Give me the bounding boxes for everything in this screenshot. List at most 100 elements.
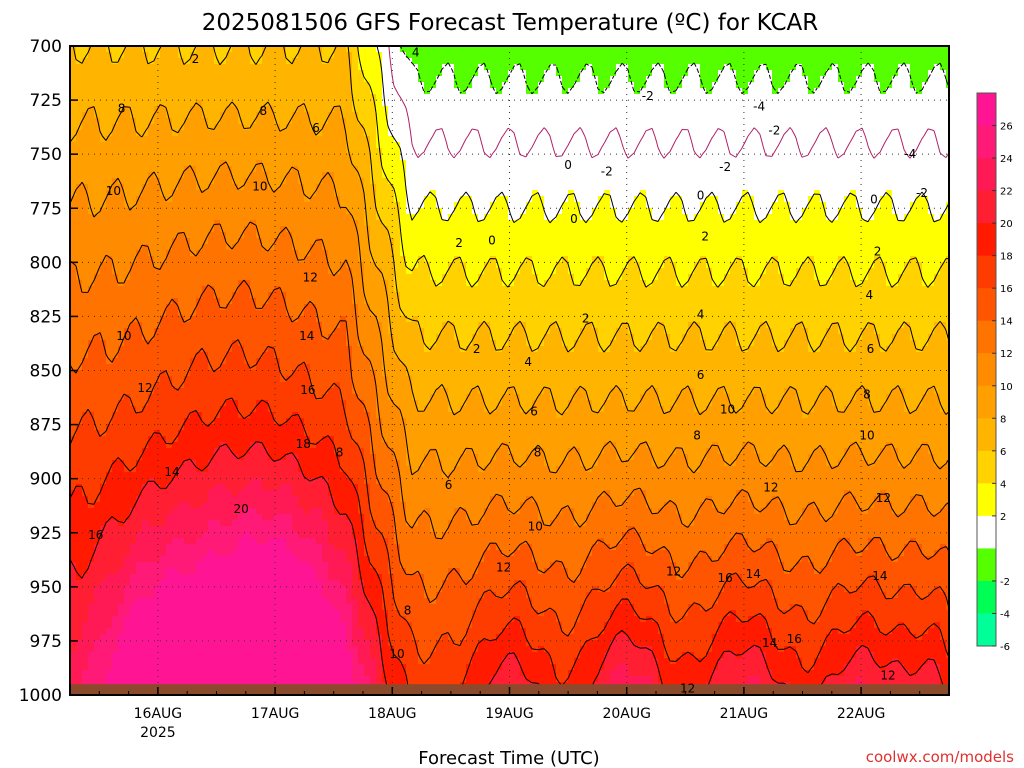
contour-label: 4 xyxy=(865,288,873,302)
contour-label: 8 xyxy=(693,428,701,442)
colorbar-label: 12 xyxy=(1000,349,1013,360)
colorbar-label: -2 xyxy=(1000,577,1010,588)
contour-label: 10 xyxy=(252,180,267,194)
colorbar-label: 6 xyxy=(1000,447,1006,458)
contour-label: 16 xyxy=(300,383,315,397)
y-tick-label: 875 xyxy=(30,416,62,436)
contour-label: 6 xyxy=(312,121,320,135)
y-tick-label: 750 xyxy=(30,145,62,165)
x-axis-title: Forecast Time (UTC) xyxy=(418,748,599,768)
colorbar-swatch xyxy=(977,613,996,647)
contour-label: 2 xyxy=(455,236,463,250)
contour-label: -2 xyxy=(768,123,780,137)
colorbar-swatch xyxy=(977,158,996,192)
colorbar-label: 4 xyxy=(1000,479,1006,490)
contour-line-6 xyxy=(72,46,949,353)
contour-line-16 xyxy=(70,339,949,665)
y-tick-label: 850 xyxy=(30,362,62,382)
contour-label: 0 xyxy=(570,212,578,226)
contour-label: 12 xyxy=(876,491,891,505)
y-tick-label: 1000 xyxy=(19,686,62,706)
chart-title: 2025081506 GFS Forecast Temperature (ºC)… xyxy=(202,10,819,36)
contour-line-8 xyxy=(70,101,949,416)
credit-text: coolwx.com/models xyxy=(866,748,1014,766)
colorbar-swatch xyxy=(977,548,996,582)
x-tick-label: 16AUG xyxy=(134,706,183,722)
contour-label: -4 xyxy=(904,147,916,161)
contour-label: -4 xyxy=(753,100,765,114)
colorbar-label: 8 xyxy=(1000,414,1006,425)
contour-label: 2 xyxy=(473,342,481,356)
colorbar-swatch xyxy=(977,288,996,322)
y-tick-label: 975 xyxy=(30,632,62,652)
contour-label: 6 xyxy=(445,478,453,492)
colorbar-swatch xyxy=(977,450,996,484)
contour-label: 10 xyxy=(106,184,121,198)
y-tick-label: 825 xyxy=(30,307,62,327)
y-tick-label: 925 xyxy=(30,524,62,544)
grid-lines xyxy=(70,46,949,695)
contour-label: 8 xyxy=(863,387,871,401)
colorbar-label: 22 xyxy=(1000,187,1013,198)
colorbar-swatch xyxy=(977,515,996,549)
colorbar-label: 2 xyxy=(1000,512,1006,523)
contour-label: 0 xyxy=(564,158,572,172)
colorbar-label: 18 xyxy=(1000,252,1013,263)
contour-label: 10 xyxy=(720,402,735,416)
contour-label: -2 xyxy=(719,160,731,174)
y-tick-label: 700 xyxy=(30,37,62,57)
contour-label: 14 xyxy=(164,465,179,479)
contour-line--2 xyxy=(399,46,949,95)
contour-label: 2 xyxy=(582,312,590,326)
contour-label: 14 xyxy=(299,329,314,343)
contour-label: 8 xyxy=(336,446,344,460)
contour-label: 8 xyxy=(534,446,542,460)
contour-label: 12 xyxy=(880,669,895,683)
contour-label: 18 xyxy=(296,437,311,451)
colorbar-swatch xyxy=(977,385,996,419)
contour-line-4 xyxy=(357,46,949,288)
contour-label: 12 xyxy=(303,270,318,284)
colorbar-label: 10 xyxy=(1000,382,1013,393)
contour-label: 10 xyxy=(116,329,131,343)
contour-line-14 xyxy=(70,279,949,604)
contour-label: 0 xyxy=(697,188,705,202)
contour-label: 2 xyxy=(192,52,200,66)
colorbar-label: -6 xyxy=(1000,642,1010,653)
contour-label: 6 xyxy=(530,405,538,419)
contour-label: 14 xyxy=(762,636,777,650)
contour-label: 14 xyxy=(872,569,887,583)
contour-line-0 xyxy=(388,46,949,159)
contour-label: 8 xyxy=(404,604,412,618)
contour-label: 12 xyxy=(763,480,778,494)
contour-label: 2 xyxy=(701,229,709,243)
y-tick-label: 800 xyxy=(30,253,62,273)
contour-label: 12 xyxy=(680,682,695,696)
x-tick-sublabel: 2025 xyxy=(140,725,176,741)
contour-line-12 xyxy=(70,221,949,540)
contour-label: -2 xyxy=(916,186,928,200)
colorbar-label: 26 xyxy=(1000,122,1013,133)
y-axis: 700 725 750 775 800 825 850 875 900 925 950 975 1000 xyxy=(19,37,78,706)
contour-label: 4 xyxy=(524,355,532,369)
contour-label: 12 xyxy=(137,381,152,395)
colorbar-swatch xyxy=(977,255,996,289)
contour-label: 12 xyxy=(496,560,511,574)
x-tick-label: 19AUG xyxy=(485,706,534,722)
colorbar-swatch xyxy=(977,93,996,127)
contour-label: 16 xyxy=(718,571,733,585)
contour-label: 16 xyxy=(88,528,103,542)
y-tick-label: 900 xyxy=(30,470,62,490)
contour-label: 14 xyxy=(746,567,761,581)
colorbar-label: 14 xyxy=(1000,317,1013,328)
contour-label: 0 xyxy=(488,234,496,248)
x-tick-label: 22AUG xyxy=(837,706,886,722)
contour-label: 16 xyxy=(787,632,802,646)
contour-line-2 xyxy=(376,46,949,224)
colorbar-label: 16 xyxy=(1000,284,1013,295)
contour-label: 4 xyxy=(697,307,705,321)
contour-label: 12 xyxy=(666,565,681,579)
x-tick-label: 21AUG xyxy=(720,706,769,722)
colorbar-swatch xyxy=(977,418,996,452)
